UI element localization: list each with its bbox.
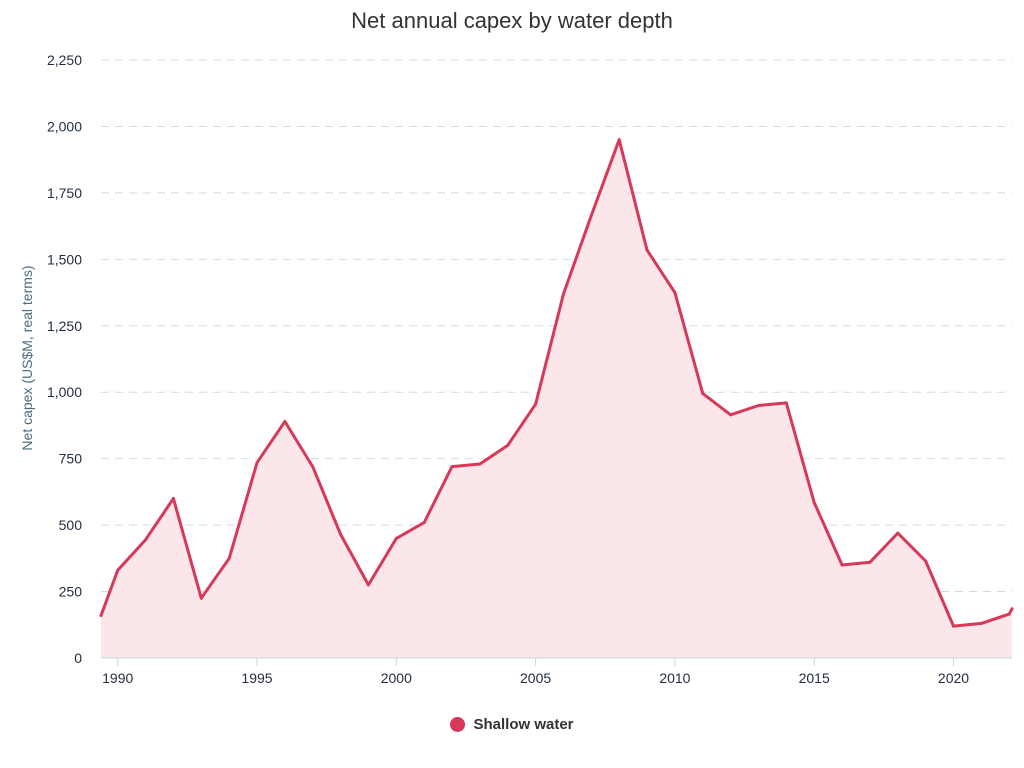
x-tick-label: 2010 bbox=[659, 670, 690, 686]
data-point bbox=[924, 559, 928, 563]
y-tick-label: 1,250 bbox=[47, 318, 82, 334]
y-tick-label: 1,750 bbox=[47, 185, 82, 201]
data-point bbox=[199, 596, 203, 600]
axes: 0 250 500 750 1,000 1,250 1,500 1,750 2,000 2,250… bbox=[47, 52, 1012, 686]
chart-title: Net annual capex by water depth bbox=[351, 8, 673, 33]
x-tick-label: 1995 bbox=[241, 670, 272, 686]
y-tick-label: 1,000 bbox=[47, 384, 82, 400]
data-point bbox=[1010, 607, 1014, 611]
data-point bbox=[673, 291, 677, 295]
data-point bbox=[450, 465, 454, 469]
data-point bbox=[534, 402, 538, 406]
data-point bbox=[617, 138, 621, 142]
data-point bbox=[868, 560, 872, 564]
data-point bbox=[366, 583, 370, 587]
legend-marker-circle bbox=[450, 717, 466, 732]
y-tick-label: 2,250 bbox=[47, 52, 82, 68]
data-point bbox=[394, 536, 398, 540]
data-point bbox=[979, 621, 983, 625]
data-point bbox=[840, 563, 844, 567]
y-tick-label: 750 bbox=[59, 451, 83, 467]
x-tick-label: 1990 bbox=[102, 670, 133, 686]
y-axis-title: Net capex (US$M, real terms) bbox=[19, 265, 35, 450]
data-point bbox=[701, 392, 705, 396]
data-point bbox=[784, 401, 788, 405]
x-tick-label: 2000 bbox=[381, 670, 412, 686]
y-tick-label: 500 bbox=[59, 517, 83, 533]
data-point bbox=[645, 248, 649, 252]
data-point bbox=[283, 420, 287, 423]
legend-item-shallow-water[interactable]: Shallow water bbox=[450, 716, 574, 733]
data-point bbox=[255, 461, 259, 465]
data-point bbox=[506, 443, 510, 447]
data-point bbox=[1007, 612, 1011, 616]
x-tick-label: 2005 bbox=[520, 670, 551, 686]
data-point bbox=[116, 568, 120, 572]
plot-area bbox=[99, 138, 1014, 658]
series-area-fill bbox=[101, 139, 1012, 658]
data-point bbox=[311, 465, 315, 469]
y-tick-label: 250 bbox=[59, 584, 83, 600]
data-point bbox=[589, 214, 593, 217]
x-tick-label: 2020 bbox=[938, 670, 969, 686]
data-point bbox=[422, 521, 426, 524]
data-point bbox=[339, 532, 343, 536]
data-point bbox=[478, 462, 482, 466]
y-tick-label: 1,500 bbox=[47, 251, 82, 267]
data-point bbox=[562, 292, 565, 296]
legend-label: Shallow water bbox=[473, 716, 574, 733]
data-point bbox=[757, 404, 760, 407]
y-tick-label: 0 bbox=[74, 650, 82, 666]
data-point bbox=[227, 556, 231, 560]
data-point bbox=[952, 624, 955, 628]
data-point bbox=[171, 497, 175, 500]
data-point bbox=[99, 614, 103, 617]
legend: Shallow water bbox=[0, 716, 1024, 736]
data-point bbox=[729, 413, 733, 417]
data-point bbox=[896, 531, 900, 535]
y-tick-label: 2,000 bbox=[47, 118, 82, 134]
x-tick-label: 2015 bbox=[799, 670, 830, 686]
data-point bbox=[144, 538, 148, 542]
data-point bbox=[812, 501, 816, 504]
